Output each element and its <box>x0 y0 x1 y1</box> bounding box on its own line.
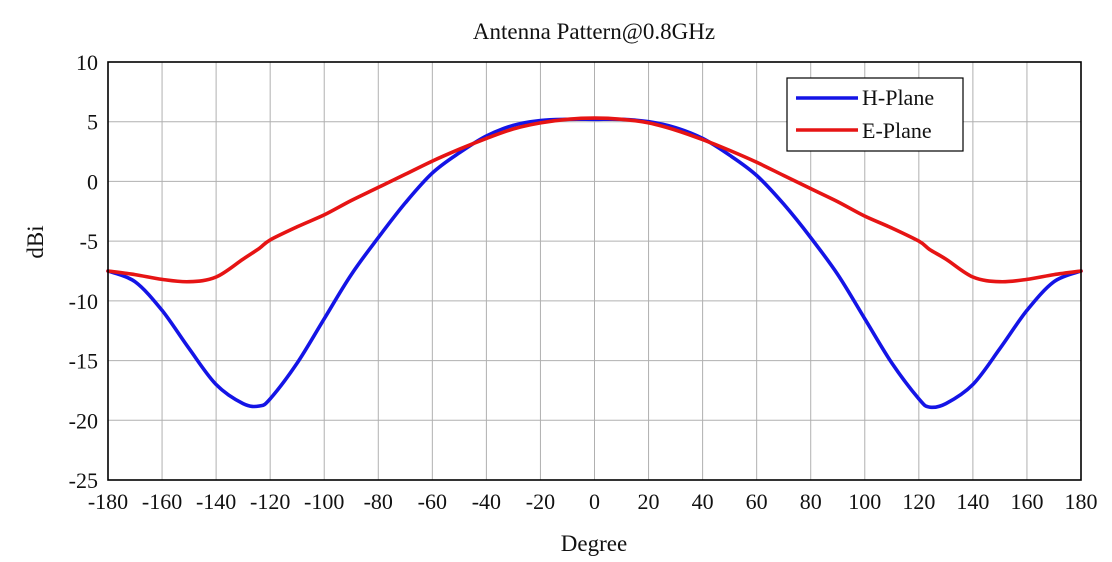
y-tick-label: -5 <box>80 229 98 254</box>
tick-layer: -180 -160 -140 -120 -100 -80 -60 -40 -20 0 20 40 60 8… <box>69 50 1098 514</box>
x-tick-label: -120 <box>250 489 290 514</box>
x-tick-label: 100 <box>848 489 881 514</box>
x-tick-label: -160 <box>142 489 182 514</box>
legend-box <box>786 77 964 152</box>
x-tick-label: 20 <box>638 489 660 514</box>
x-tick-label: 180 <box>1065 489 1098 514</box>
x-tick-label: -40 <box>472 489 501 514</box>
y-tick-label: 10 <box>76 50 98 75</box>
x-tick-label: -20 <box>526 489 555 514</box>
x-tick-label: -60 <box>418 489 447 514</box>
x-tick-label: -100 <box>304 489 344 514</box>
x-tick-label: -140 <box>196 489 236 514</box>
y-tick-label: -25 <box>69 468 98 493</box>
x-tick-label: 60 <box>746 489 768 514</box>
x-tick-label: 140 <box>956 489 989 514</box>
chart-title: Antenna Pattern@0.8GHz <box>473 19 715 44</box>
legend: H-Plane E-Plane <box>786 77 964 152</box>
plot-frame <box>107 61 1082 481</box>
x-tick-label: 0 <box>589 489 600 514</box>
series-layer <box>106 116 1083 410</box>
legend-label-h-plane: H-Plane <box>862 85 934 110</box>
x-axis-title: Degree <box>561 531 627 556</box>
y-axis-title: dBi <box>23 225 48 258</box>
x-tick-label: -80 <box>364 489 393 514</box>
y-tick-label: 0 <box>87 169 98 194</box>
x-tick-label: 160 <box>1010 489 1043 514</box>
legend-label-e-plane: E-Plane <box>862 118 932 143</box>
x-tick-label: 40 <box>692 489 714 514</box>
y-tick-label: -15 <box>69 349 98 374</box>
x-tick-label: 80 <box>800 489 822 514</box>
y-tick-label: -20 <box>69 408 98 433</box>
y-tick-label: -10 <box>69 289 98 314</box>
y-tick-label: 5 <box>87 110 98 135</box>
x-tick-label: -180 <box>88 489 128 514</box>
series-line-e-plane <box>106 116 1083 284</box>
x-tick-label: 120 <box>902 489 935 514</box>
